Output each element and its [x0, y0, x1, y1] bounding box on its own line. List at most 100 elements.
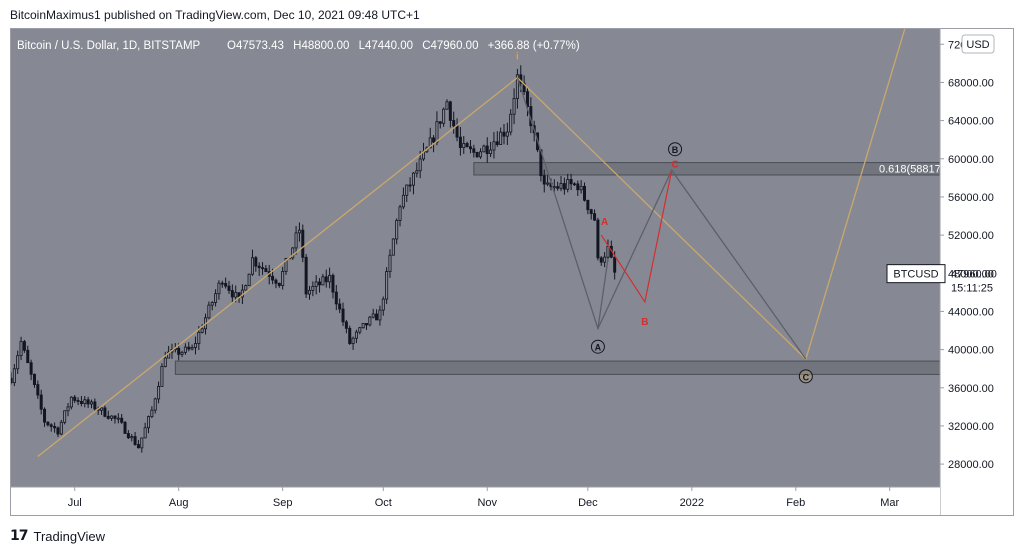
candle [250, 249, 254, 276]
candle [76, 397, 80, 406]
candle [318, 278, 322, 293]
candle-body [593, 213, 597, 221]
label-circle [590, 339, 605, 354]
candle [210, 301, 214, 311]
candle-body [613, 256, 617, 273]
candle [569, 173, 573, 191]
candle [365, 323, 369, 330]
candle [445, 99, 449, 110]
candle [395, 218, 399, 245]
candle-body [556, 186, 560, 189]
candle-body [311, 286, 315, 291]
candle [576, 180, 580, 196]
candle-body [314, 281, 318, 287]
candle [89, 399, 93, 409]
candle-body [59, 421, 63, 435]
candle [368, 315, 372, 327]
candle-body [589, 209, 593, 215]
candle [183, 343, 187, 355]
candle [411, 172, 415, 195]
candle [566, 173, 570, 193]
candle [351, 336, 355, 350]
candle-body [126, 433, 130, 439]
candle [93, 398, 97, 411]
chart-frame [10, 28, 1014, 516]
candle [130, 433, 134, 442]
time-tick-label: Sep [273, 497, 293, 509]
candle-body [338, 303, 342, 310]
candle [334, 284, 338, 311]
candle [214, 289, 218, 307]
candle-body [291, 247, 295, 259]
candle-body [224, 283, 228, 287]
support-resistance-zones: 0.618(58817 [174, 162, 941, 375]
candle-body [150, 409, 154, 418]
candle [398, 204, 402, 227]
candle-body [200, 328, 204, 333]
candle-body [458, 136, 462, 148]
candle-body [26, 349, 30, 364]
candle-body [110, 415, 114, 419]
last-price-value: 47960.00 [951, 269, 997, 281]
candle [140, 437, 144, 453]
price-axis-background [940, 29, 1013, 515]
candle [599, 256, 603, 266]
candle-body [472, 148, 476, 153]
candle [388, 249, 392, 278]
high-value: 48800.00 [301, 40, 349, 52]
label-text: B [641, 317, 648, 328]
candle-body [76, 400, 80, 402]
candle-body [525, 91, 529, 107]
candle [69, 396, 73, 410]
candle [46, 421, 50, 427]
candle-body [324, 276, 328, 283]
candle-body [120, 417, 124, 423]
candle [63, 410, 67, 425]
candle [512, 88, 516, 125]
price-axis: 28000.00 32000.00 36000.00 40000.00 44000.00… [939, 29, 1013, 515]
candle [502, 123, 506, 145]
candle-body [32, 373, 36, 385]
price-tick-label: 68000.00 [948, 77, 994, 89]
candle-body [187, 346, 191, 350]
candle [331, 273, 335, 299]
candle-body [227, 285, 231, 291]
candle-body [465, 143, 469, 148]
candle [324, 269, 328, 288]
price-tick-label: 28000.00 [948, 459, 994, 471]
candle-body [606, 245, 610, 258]
wave-label-circle-b: B [668, 142, 683, 157]
candle-body [365, 323, 369, 326]
candle-body [39, 394, 43, 410]
candle-body [462, 143, 466, 148]
candle-body [455, 125, 459, 138]
candle-body [307, 289, 311, 295]
candle [261, 262, 265, 275]
candle-body [499, 131, 503, 145]
last-price-symbol: BTCUSD [893, 269, 938, 281]
change-value: +366.88 (+0.77%) [488, 40, 580, 52]
candle-body [579, 185, 583, 191]
candle-body [49, 424, 53, 427]
candle [153, 397, 157, 414]
candle-body [250, 257, 254, 275]
candle [291, 247, 295, 260]
candle-body [512, 98, 516, 115]
candle [542, 169, 546, 193]
candle-body [100, 407, 104, 411]
candle [358, 326, 362, 335]
candle-body [442, 108, 446, 124]
candle [556, 181, 560, 191]
candle-body [69, 396, 73, 408]
candle [428, 127, 432, 149]
candle [525, 88, 529, 117]
time-tick-label: Mar [880, 497, 899, 509]
candle-body [378, 309, 382, 321]
price-tick-label: 40000.00 [948, 345, 994, 357]
candle [391, 238, 395, 256]
currency-badge[interactable]: USD [961, 34, 995, 54]
time-tick-label: 2022 [680, 497, 704, 509]
candle [100, 407, 104, 415]
